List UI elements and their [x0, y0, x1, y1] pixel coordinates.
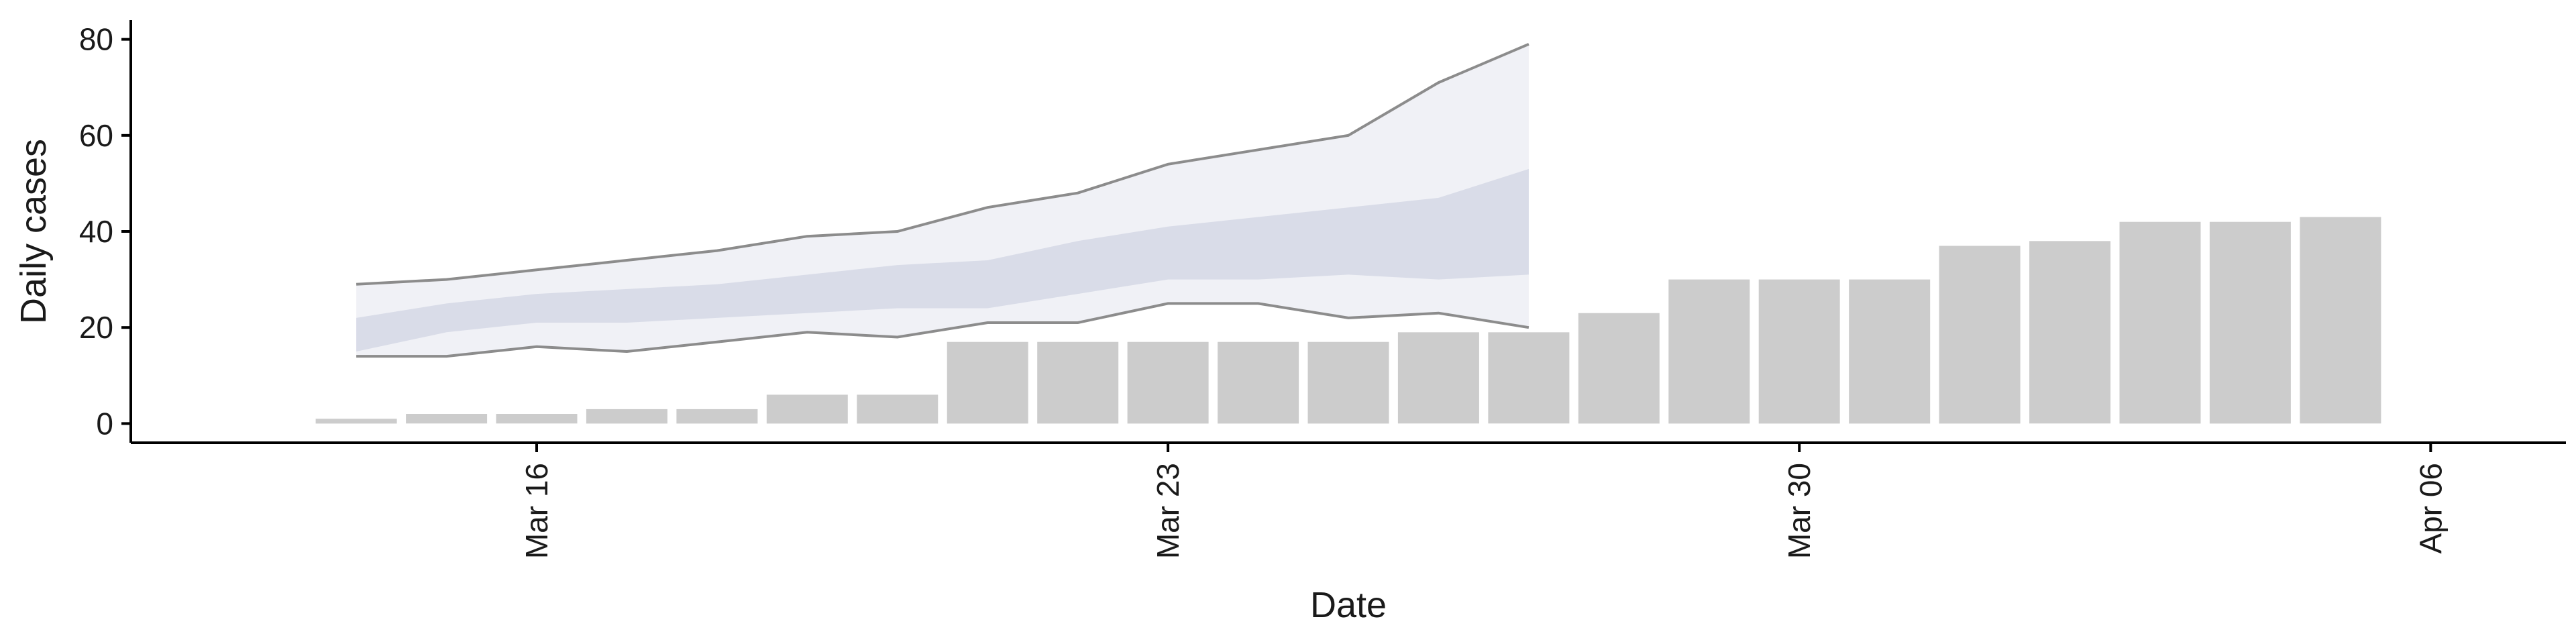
y-axis-title: Daily cases	[13, 139, 54, 324]
ribbon-upper-line	[356, 42, 1529, 286]
y-tick-label: 80	[79, 22, 113, 57]
x-tick-label: Mar 30	[1782, 463, 1817, 559]
forecast-ribbon	[356, 42, 1529, 358]
bar	[676, 409, 758, 424]
x-ticks: Mar 16 Mar 23 Mar 30 Apr 06	[519, 443, 2448, 559]
bar	[1578, 313, 1660, 424]
x-tick-label: Apr 06	[2413, 463, 2448, 554]
bar	[857, 394, 938, 424]
y-tick-label: 60	[79, 118, 113, 153]
y-tick-label: 20	[79, 310, 113, 345]
bar	[1218, 341, 1299, 424]
bars	[315, 217, 2381, 424]
bar	[1668, 279, 1750, 424]
bar	[406, 414, 488, 424]
bar	[1939, 246, 2021, 424]
bar	[1397, 332, 1479, 424]
bar	[2209, 221, 2291, 424]
bar	[1037, 341, 1119, 424]
bar	[586, 409, 667, 424]
bar	[1849, 279, 1931, 424]
bar	[2300, 217, 2381, 424]
bar	[315, 419, 397, 424]
bar	[766, 394, 848, 424]
y-tick-label: 0	[96, 406, 113, 441]
ribbon-lower-line	[356, 302, 1529, 358]
y-tick-label: 40	[79, 214, 113, 249]
x-tick-label: Mar 23	[1150, 463, 1185, 559]
bar	[947, 341, 1028, 424]
x-tick-label: Mar 16	[519, 463, 554, 559]
bar	[1307, 341, 1389, 424]
y-ticks: 0 20 40 60 80	[79, 22, 131, 441]
x-axis-title: Date	[1310, 585, 1387, 625]
bar	[2029, 241, 2111, 424]
bar	[1488, 332, 1570, 424]
bar	[1127, 341, 1209, 424]
bar	[2119, 221, 2201, 424]
ribbon-inner-band	[356, 168, 1529, 352]
bar	[496, 414, 578, 424]
bar	[1758, 279, 1840, 424]
